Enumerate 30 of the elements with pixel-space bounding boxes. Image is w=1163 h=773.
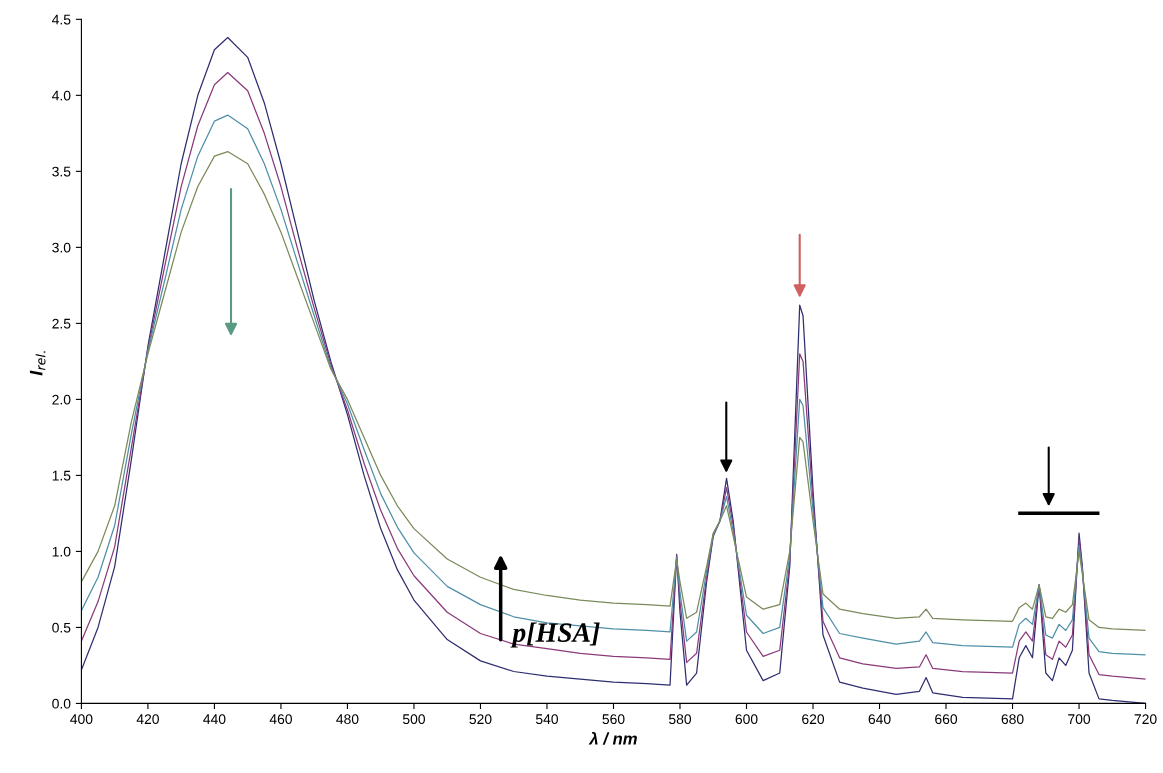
y-tick-label: 0.5 — [52, 622, 71, 633]
y-tick-label: 3.0 — [52, 242, 71, 253]
x-tick-label: 560 — [602, 714, 625, 725]
y-tick-label: 1.0 — [52, 546, 71, 557]
y-tick-label: 0.0 — [52, 698, 71, 709]
y-tick-label: 4.5 — [52, 14, 71, 25]
x-tick-label: 700 — [1068, 714, 1091, 725]
y-tick-label: 1.5 — [52, 470, 71, 481]
annotation: p[HSA] — [510, 622, 600, 648]
x-tick-label: 480 — [336, 714, 359, 725]
x-tick-label: 540 — [535, 714, 559, 725]
x-axis-title: λ / nm — [588, 731, 637, 745]
x-tick-label: 600 — [735, 714, 758, 725]
y-tick-label: 2.5 — [52, 318, 71, 329]
x-tick-label: 580 — [668, 714, 692, 725]
x-tick-label: 500 — [402, 714, 425, 725]
x-tick-label: 660 — [935, 714, 958, 725]
x-tick-label: 400 — [70, 714, 93, 725]
x-tick-label: 440 — [203, 714, 226, 725]
x-tick-label: 720 — [1134, 714, 1157, 725]
x-tick-label: 420 — [136, 714, 159, 725]
x-tick-label: 640 — [868, 714, 891, 725]
y-tick-label: 4.0 — [52, 90, 71, 101]
x-tick-label: 460 — [269, 714, 292, 725]
y-tick-label: 2.0 — [52, 394, 71, 405]
x-tick-label: 620 — [802, 714, 825, 725]
x-tick-label: 520 — [469, 714, 492, 725]
x-tick-label: 680 — [1001, 714, 1024, 725]
y-tick-label: 3.5 — [52, 166, 71, 177]
y-axis-title: I$_{rel.}$ — [29, 351, 46, 376]
